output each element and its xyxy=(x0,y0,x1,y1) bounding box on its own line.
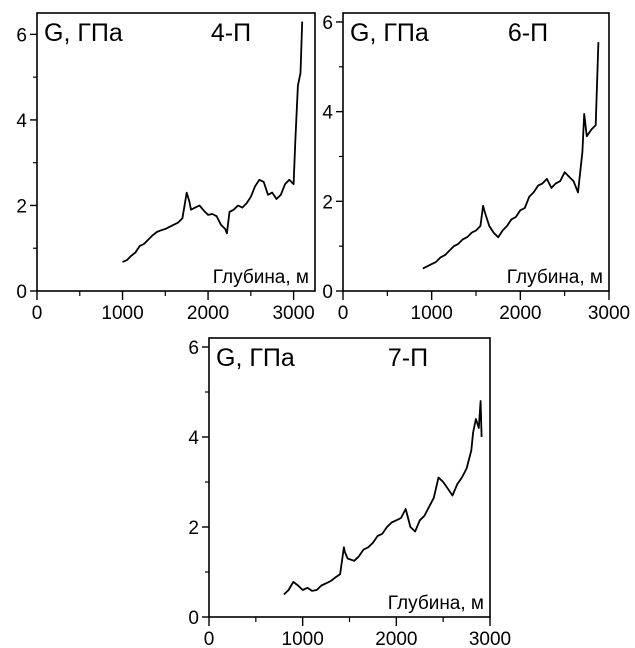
panel-title: 7-П xyxy=(388,344,428,372)
x-tick-label: 2000 xyxy=(499,303,541,324)
x-tick-label: 3000 xyxy=(272,303,314,324)
y-tick-label: 4 xyxy=(188,428,199,449)
x-tick-label: 3000 xyxy=(588,303,630,324)
chart-panel-3: 0 1000 2000 3000 0 2 4 6 G, ГПа 7-П Глубина, м xyxy=(188,337,511,648)
plot-frame xyxy=(342,12,610,292)
y-axis-title: G, ГПа xyxy=(216,344,295,372)
y-tick-label: 4 xyxy=(16,111,27,132)
y-tick-label: 0 xyxy=(16,282,27,303)
x-tick-label: 1000 xyxy=(282,629,324,648)
x-tick-label: 3000 xyxy=(469,629,511,648)
chart-panel-1: 0 1000 2000 3000 0 2 4 6 G, ГПа 4-П Глубина, м xyxy=(16,12,316,324)
plot-frame xyxy=(36,12,316,292)
x-tick-label: 0 xyxy=(32,303,43,324)
x-tick-label: 2000 xyxy=(375,629,417,648)
x-tick-label: 0 xyxy=(338,303,349,324)
y-tick-label: 0 xyxy=(188,608,199,629)
y-axis-title: G, ГПа xyxy=(44,19,123,47)
panel-title: 4-П xyxy=(211,19,251,47)
x-tick-label: 1000 xyxy=(101,303,143,324)
panel-title: 6-П xyxy=(508,19,548,47)
plot-frame xyxy=(208,337,491,618)
y-tick-label: 0 xyxy=(322,282,333,303)
x-axis-title: Глубина, м xyxy=(388,593,484,614)
y-tick-label: 2 xyxy=(188,518,199,539)
x-tick-label: 2000 xyxy=(187,303,229,324)
x-axis-title: Глубина, м xyxy=(213,267,309,288)
series-line xyxy=(283,400,483,596)
y-axis-title: G, ГПа xyxy=(350,19,429,47)
x-tick-label: 1000 xyxy=(411,303,453,324)
x-axis-title: Глубина, м xyxy=(507,267,603,288)
chart-panel-2: 0 1000 2000 3000 0 2 4 6 G, ГПа 6-П Глубина, м xyxy=(322,12,630,324)
x-tick-label: 0 xyxy=(204,629,215,648)
series-line xyxy=(122,21,304,263)
y-tick-label: 6 xyxy=(16,25,27,46)
y-tick-label: 2 xyxy=(16,196,27,217)
y-tick-label: 4 xyxy=(322,103,333,124)
series-line xyxy=(422,42,600,270)
y-tick-label: 6 xyxy=(322,13,333,34)
y-tick-label: 2 xyxy=(322,192,333,213)
y-tick-label: 6 xyxy=(188,338,199,359)
